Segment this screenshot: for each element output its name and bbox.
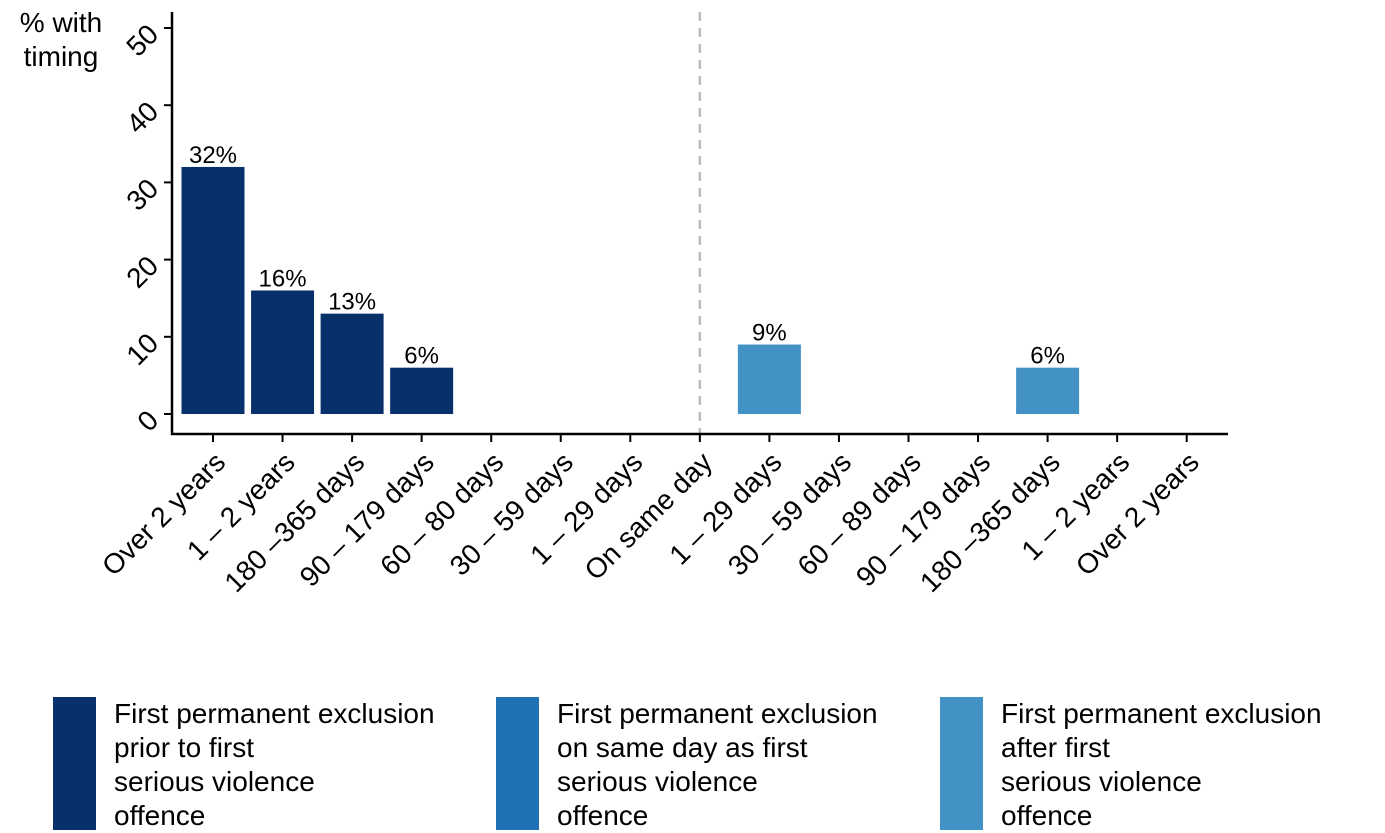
legend-item-after: First permanent exclusion after first se… [940, 697, 1381, 833]
y-tick-label: 0 [131, 404, 164, 437]
legend-label: First permanent exclusion on same day as… [557, 697, 937, 833]
bar-value-label: 6% [1030, 343, 1065, 370]
bar [251, 290, 315, 414]
legend-label-line: prior to first [114, 732, 255, 763]
y-axis-label-line: timing [23, 41, 99, 72]
bar-value-label: 32% [189, 142, 237, 169]
y-tick-label: 20 [120, 250, 164, 294]
legend-label: First permanent exclusion after first se… [1001, 697, 1381, 833]
legend-label-line: serious violence [114, 766, 315, 797]
bar [1016, 367, 1080, 414]
legend-swatch [940, 697, 983, 830]
bar-value-label: 16% [259, 265, 307, 292]
bar [181, 166, 245, 414]
legend-label-line: offence [1001, 800, 1093, 831]
y-axis-label-line: % with [19, 7, 103, 38]
legend-label-line: serious violence [1001, 766, 1202, 797]
legend-label-line: First permanent exclusion [114, 698, 435, 729]
bar-chart: 32% 16% 13% 6% 9% 6% 0 10 20 30 40 50 Over 2 years… [96, 12, 1228, 598]
y-ticks-group: 0 10 20 30 40 50 [120, 18, 172, 437]
bar [390, 367, 454, 414]
legend-label-line: offence [557, 800, 649, 831]
legend-label-line: on same day as first [557, 732, 808, 763]
legend-item-prior: First permanent exclusion prior to first… [53, 697, 494, 833]
y-tick-label: 30 [120, 173, 164, 217]
bar [320, 313, 384, 414]
legend-swatch [496, 697, 539, 830]
bar-labels-group: 32% 16% 13% 6% 9% 6% [189, 142, 1065, 370]
legend-label-line: First permanent exclusion [557, 698, 878, 729]
y-axis-label: % with timing [6, 6, 116, 74]
x-tick-label: Over 2 years [1070, 446, 1205, 581]
legend-label: First permanent exclusion prior to first… [114, 697, 494, 833]
legend-label-line: after first [1001, 732, 1110, 763]
bars-group [181, 166, 1080, 414]
legend-label-line: First permanent exclusion [1001, 698, 1322, 729]
legend-label-line: serious violence [557, 766, 758, 797]
legend-item-same-day: First permanent exclusion on same day as… [496, 697, 937, 833]
legend-label-line: offence [114, 800, 206, 831]
y-tick-label: 50 [120, 18, 164, 62]
y-tick-label: 40 [120, 96, 164, 140]
y-tick-label: 10 [120, 327, 164, 371]
bar-value-label: 9% [752, 320, 787, 347]
bar [737, 344, 801, 414]
bar-value-label: 6% [404, 343, 439, 370]
legend: First permanent exclusion prior to first… [0, 697, 1385, 833]
legend-swatch [53, 697, 96, 830]
bar-value-label: 13% [328, 289, 376, 316]
